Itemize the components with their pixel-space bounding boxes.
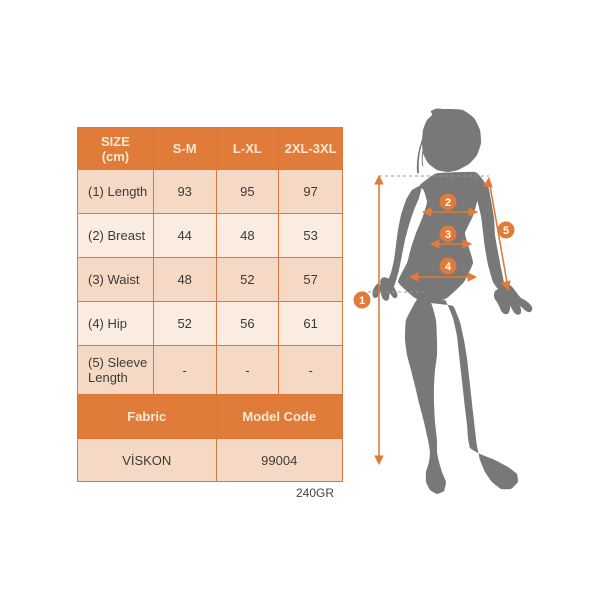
svg-text:3: 3: [445, 229, 451, 241]
svg-text:5: 5: [503, 225, 509, 237]
svg-text:2: 2: [445, 197, 451, 209]
svg-text:1: 1: [359, 295, 365, 307]
svg-text:4: 4: [445, 261, 452, 273]
